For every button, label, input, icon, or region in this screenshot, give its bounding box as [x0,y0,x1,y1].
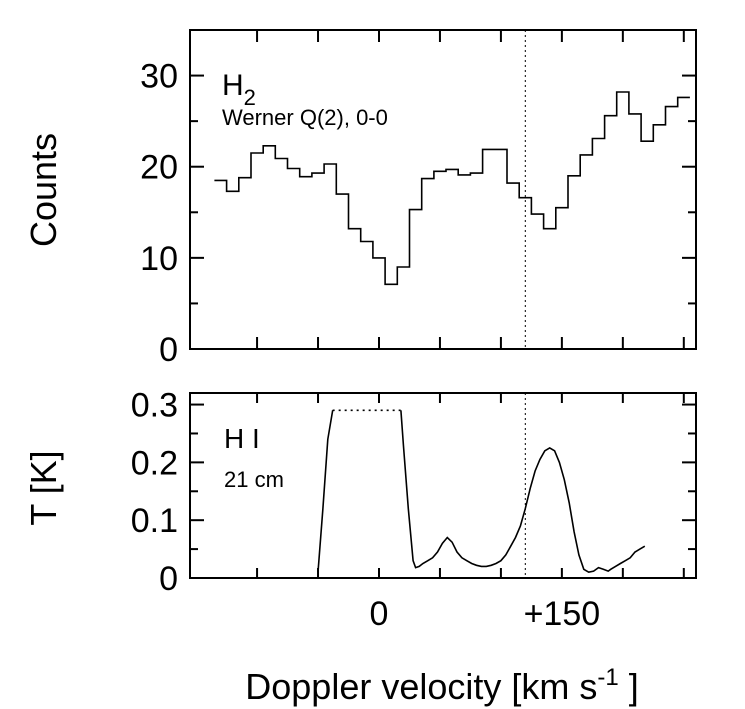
hi-x-tick-labels: 0 +150 [370,595,601,633]
h2-y-tick-label: 10 [140,240,178,278]
hi-panel: 0 0.1 0.2 0.3 0 +150 H I 21 cm T [K] Doppler… [23,387,697,707]
h2-species-label: H2 [222,69,256,110]
h2-y-tick-label: 20 [140,149,178,187]
hi-x-tick-label: 0 [370,595,389,633]
hi-temperature-series-left [317,410,334,573]
h2-y-tick-labels: 0 10 20 30 [140,58,178,369]
hi-y-tick-label: 0.1 [131,502,178,540]
hi-y-axis-label: T [K] [23,450,64,525]
h2-y-tick-label: 0 [159,331,178,369]
hi-y-tick-label: 0.3 [131,387,178,425]
hi-y-tick-labels: 0 0.1 0.2 0.3 [131,387,178,598]
hi-ticks [190,393,696,579]
h2-counts-series [214,91,690,286]
hi-x-tick-label: +150 [524,595,601,633]
hi-y-tick-label: 0 [159,560,178,598]
h2-panel: 0 10 20 30 H2 Werner Q(2), 0-0 Counts [23,29,697,369]
hi-plot-frame [189,392,697,579]
h2-y-axis-label: Counts [23,133,64,247]
hi-temperature-series-right [400,410,646,574]
hi-y-tick-label: 0.2 [131,444,178,482]
h2-y-tick-label: 30 [140,58,178,96]
h2-ticks [190,29,696,350]
h2-transition-label: Werner Q(2), 0-0 [222,105,388,130]
h2-plot-frame [189,29,697,350]
x-axis-label: Doppler velocity [km s-1 ] [245,664,638,707]
hi-line-label: 21 cm [224,467,284,492]
hi-species-label: H I [224,423,260,454]
